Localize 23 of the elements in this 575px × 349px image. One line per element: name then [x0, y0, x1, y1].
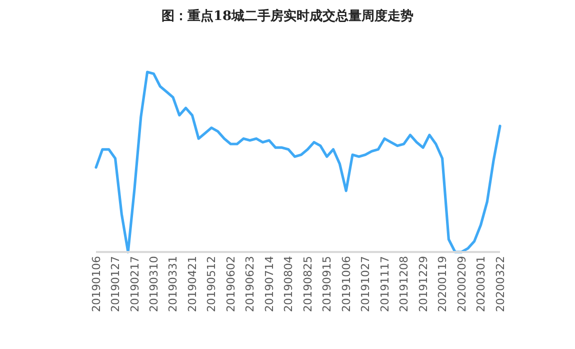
x-tick-label: 20190714 [262, 256, 276, 312]
x-tick-label: 20191006 [340, 256, 353, 312]
x-tick-label: 20190915 [320, 256, 334, 312]
x-tick-label: 20190825 [301, 256, 314, 312]
x-tick-label: 20191117 [378, 256, 392, 312]
x-tick-label: 20190106 [90, 256, 103, 312]
x-tick-label: 20190804 [282, 256, 296, 312]
x-tick-label: 20190623 [244, 256, 257, 312]
chart-title: 图：重点18城二手房实时成交总量周度走势 [160, 8, 415, 26]
x-tick-label: 20190421 [186, 256, 199, 312]
x-tick-label: 20190127 [109, 256, 122, 312]
x-tick-label: 20200301 [474, 256, 488, 312]
x-tick-label: 20190331 [166, 256, 180, 312]
x-tick-label: 20191208 [398, 256, 411, 312]
x-tick-label: 20190310 [148, 256, 161, 312]
x-tick-label: 20200322 [494, 256, 507, 312]
x-tick-label: 20190602 [224, 256, 238, 312]
x-tick-label: 20190217 [128, 256, 142, 312]
x-tick-label: 20200209 [455, 256, 468, 312]
x-tick-label: 20191229 [416, 256, 430, 312]
x-tick-label: 20190512 [205, 256, 218, 312]
x-tick-label: 20191027 [359, 256, 372, 312]
x-tick-label: 20200119 [436, 256, 450, 312]
